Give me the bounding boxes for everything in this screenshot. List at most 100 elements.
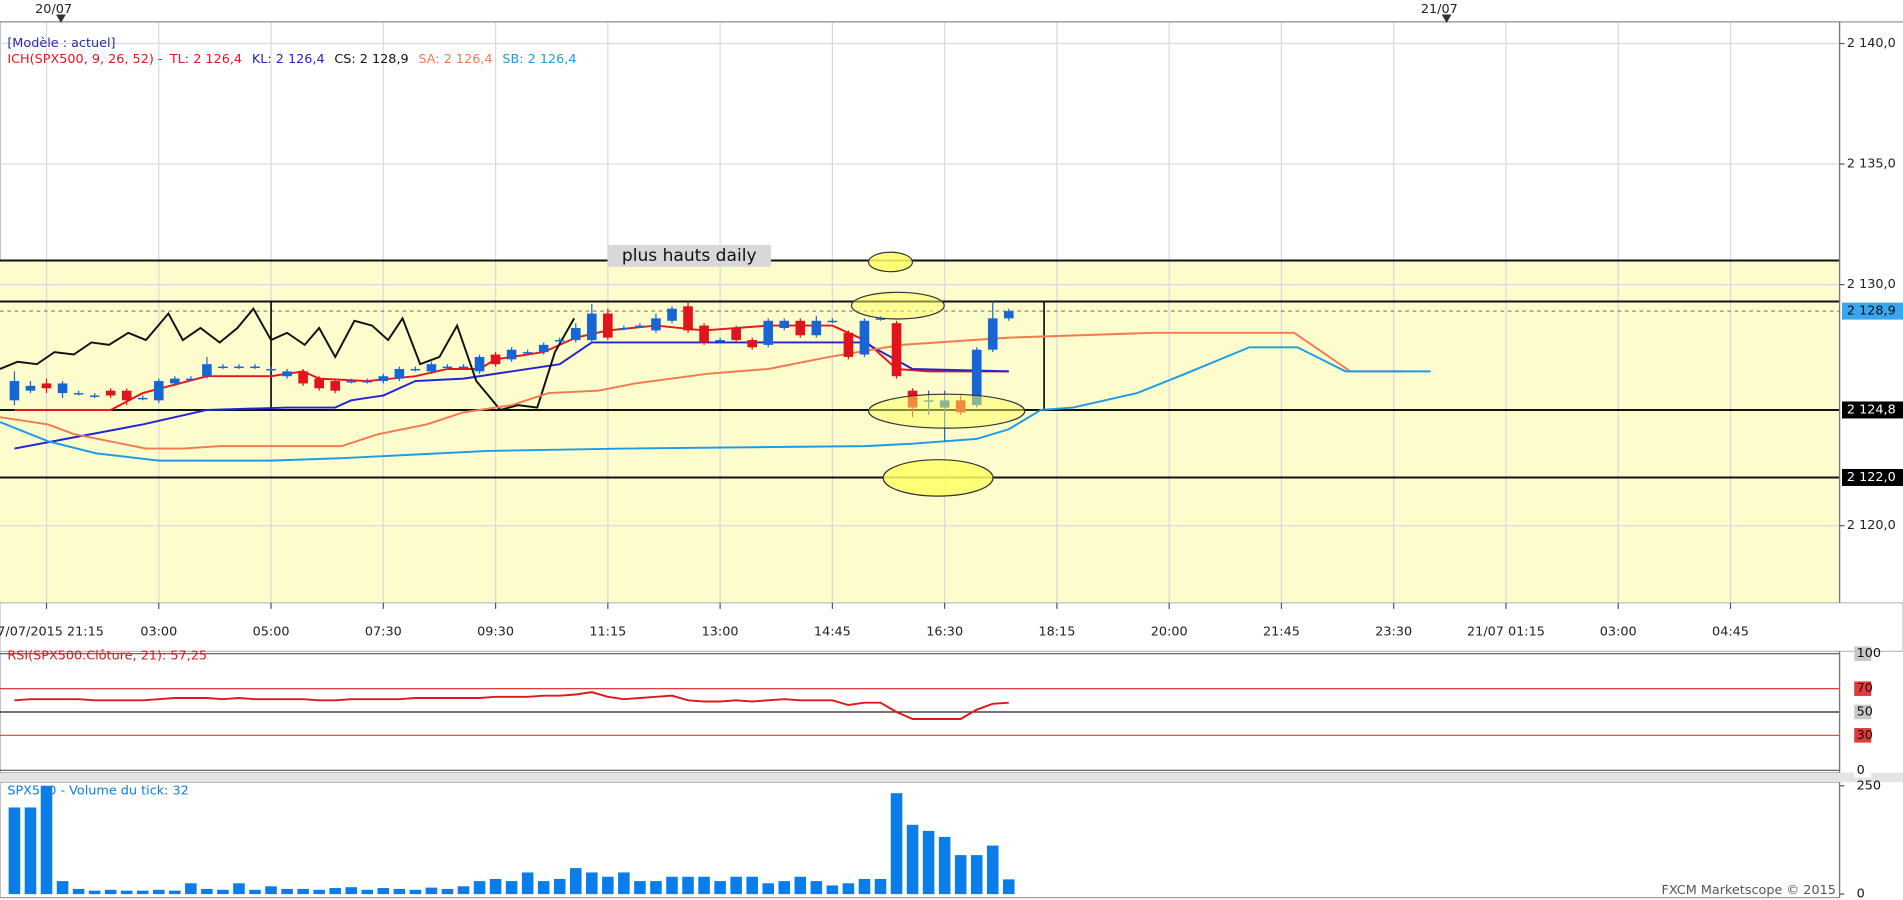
y-tick-label: 50 — [1857, 705, 1873, 720]
x-tick-label: 04:45 — [1712, 624, 1749, 639]
candle-body — [282, 371, 292, 377]
rsi-line — [14, 691, 1009, 720]
x-tick-label: 07:30 — [365, 624, 402, 639]
x-tick-label: 14:45 — [814, 624, 851, 639]
volume-bar — [666, 876, 678, 895]
volume-bar — [473, 881, 486, 895]
volume-panel — [0, 781, 1841, 899]
volume-bar — [602, 876, 614, 895]
indicator-label: ICH(SPX500, 9, 26, 52) - — [7, 52, 162, 67]
price-label-bg — [1842, 468, 1903, 486]
price-label: 2 128,9 — [1847, 304, 1896, 319]
candle-body — [891, 323, 902, 377]
indicator-line — [0, 307, 576, 412]
candle-body — [859, 320, 870, 355]
footer: FXCM Marketscope © 2015 — [1662, 883, 1836, 898]
price-label-bg — [1842, 401, 1903, 419]
volume-bar — [954, 855, 967, 895]
volume-bar — [906, 824, 919, 895]
volume-bar — [425, 887, 438, 895]
x-tick-label: 18:15 — [1038, 624, 1075, 639]
x-tick-label: 17/07/2015 21:15 — [0, 624, 104, 639]
candle-body — [747, 340, 757, 348]
candle-body — [378, 376, 389, 382]
candle-body — [57, 383, 68, 394]
x-tick-label: 03:00 — [1600, 624, 1637, 639]
volume-bar — [185, 883, 197, 895]
x-tick-label: 05:00 — [253, 624, 290, 639]
rsi-title: RSI(SPX500.Clôture, 21): 57,25 — [7, 649, 207, 664]
y-tick-label-bg — [1854, 763, 1872, 778]
volume-bar — [217, 889, 229, 895]
volume-bar — [618, 872, 630, 895]
volume-bar — [650, 881, 662, 895]
candle-body — [651, 318, 661, 331]
volume-bar — [457, 886, 470, 895]
candle-body — [731, 328, 741, 341]
candle-body — [875, 318, 886, 320]
date-marker — [1441, 14, 1452, 24]
candle-body — [250, 366, 260, 369]
ellipse-annotation — [867, 251, 914, 273]
candle-body — [603, 313, 613, 338]
volume-bar — [169, 890, 181, 895]
candle-body — [683, 306, 693, 331]
y-tick-label-bg — [1854, 646, 1872, 661]
candle-body — [314, 378, 324, 389]
candle-body — [971, 349, 982, 406]
candle-body — [121, 390, 132, 401]
candle-body — [9, 381, 20, 401]
volume-bar — [56, 881, 69, 895]
volume-bar — [970, 855, 983, 895]
x-tick-label: 16:30 — [926, 624, 963, 639]
volume-bar — [409, 889, 422, 895]
candle-body — [105, 390, 116, 396]
candle-body — [234, 366, 244, 369]
volume-bar — [826, 885, 839, 895]
candle-body — [137, 397, 148, 400]
annotation-layer: plus hauts daily [Modèle : actuel] ICH(S… — [7, 36, 1836, 898]
candle-body — [73, 393, 84, 395]
volume-bar — [441, 888, 454, 895]
date-marker — [56, 14, 66, 24]
candle-body — [811, 320, 822, 336]
y-tick-label: 100 — [1857, 646, 1881, 661]
volume-bar — [505, 881, 518, 895]
volume-bar — [24, 807, 37, 895]
ellipse-annotation — [867, 393, 1026, 429]
annotation-text: plus hauts daily — [622, 246, 757, 266]
candle-body — [458, 366, 469, 369]
volume-bar — [842, 883, 855, 895]
price-label: 2 122,0 — [1847, 470, 1896, 485]
volume-bar — [569, 868, 582, 895]
y-tick-label: 70 — [1857, 681, 1873, 696]
legend-entry: CS: 2 128,9 — [334, 52, 408, 67]
candle-body — [635, 325, 645, 328]
candle-body — [699, 325, 709, 343]
volume-bar — [72, 888, 85, 895]
candle-body — [490, 354, 501, 365]
volume-bar — [120, 890, 133, 895]
volume-bar — [377, 888, 390, 895]
candle-body — [586, 313, 597, 341]
candle-body — [330, 381, 341, 391]
candle-body — [554, 340, 565, 342]
x-tick-label: 23:30 — [1375, 624, 1412, 639]
volume-bar — [986, 845, 999, 895]
price-label-bg — [1842, 302, 1903, 320]
x-tick-label: 20:00 — [1151, 624, 1188, 639]
candle-body — [763, 320, 774, 345]
y-tick-label: 2 140,0 — [1847, 36, 1896, 51]
x-tick-label: 03:00 — [140, 624, 177, 639]
model-label: [Modèle : actuel] — [7, 36, 115, 51]
candle-body — [667, 308, 677, 321]
candle-body — [89, 395, 100, 397]
ellipse-annotation — [882, 459, 994, 497]
volume-bar — [553, 878, 566, 895]
candle-body — [153, 381, 164, 401]
volume-bar — [329, 888, 341, 895]
date-label: 21/07 — [1421, 2, 1458, 17]
price-label: 2 124,8 — [1847, 402, 1896, 417]
candle-body — [266, 368, 276, 371]
